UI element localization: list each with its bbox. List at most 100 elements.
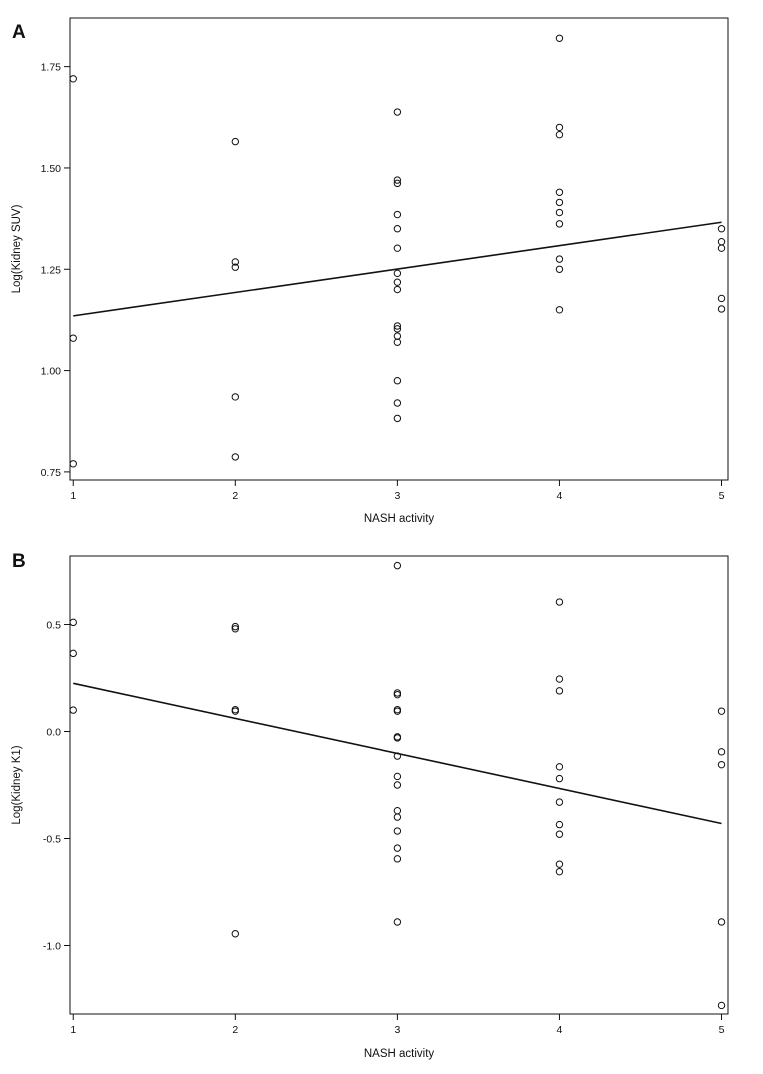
panel-a-data-point: [555, 34, 564, 42]
panel-b-data-point: [393, 844, 402, 852]
panel-b-data-point: [69, 706, 77, 714]
panel-b-data-point: [555, 820, 564, 829]
panel-b-data-point: [393, 781, 402, 789]
panel-a-y-tick-label: 1.25: [41, 264, 62, 276]
panel-b-data-point: [69, 618, 77, 627]
panel-a-data-point: [393, 332, 402, 340]
panel-a-data-point: [555, 131, 564, 139]
panel-b-x-axis-title: NASH activity: [364, 1048, 435, 1060]
panel-b-y-axis-title: Log(Kidney K1): [11, 745, 23, 824]
panel-a-data-point: [393, 377, 402, 385]
panel-b-data-point: [393, 813, 402, 821]
panel-b-data-point: [393, 707, 402, 715]
panel-a-data-point: [393, 269, 402, 278]
panel-b-plot-frame: [69, 555, 729, 1015]
panel-a-data-point: [555, 255, 564, 263]
panel-b-x-tick-label: 1: [70, 1024, 76, 1036]
panel-b: B 1 2 3 4 5 -1.0 -0.5 0.0 0.5 NASH activity Log…: [11, 551, 729, 1060]
panel-b-y-axis: -1.0 -0.5 0.0 0.5: [43, 619, 70, 953]
panel-b-data-point: [393, 734, 402, 742]
panel-a-y-tick-label: 1.00: [41, 366, 62, 378]
panel-b-data-point: [555, 598, 564, 606]
panel-a-data-point: [231, 263, 240, 271]
panel-b-data-point: [555, 774, 564, 783]
panel-a-x-axis: 1 2 3 4 5: [70, 480, 725, 502]
panel-a-data-point: [69, 75, 77, 83]
panel-b-data-point: [717, 748, 726, 756]
panel-a: A 1 2 3 4 5 0.75 1.00 1.25 1.50 1.75 NASH activi…: [11, 17, 729, 525]
panel-a-data-point: [231, 258, 240, 266]
panel-a-data-point: [717, 294, 726, 303]
panel-a-data-point: [393, 176, 402, 184]
panel-b-x-tick-label: 2: [232, 1024, 238, 1036]
panel-a-data-point: [555, 188, 564, 196]
panel-a-data-point: [231, 137, 240, 146]
panel-b-data-point: [393, 690, 402, 699]
panel-a-label: A: [12, 22, 26, 43]
panel-a-x-tick-label: 4: [557, 490, 563, 502]
panel-b-x-axis: 1 2 3 4 5: [70, 1014, 725, 1036]
panel-b-data-point: [555, 798, 564, 806]
panel-b-label: B: [12, 551, 26, 572]
panel-b-data-point: [393, 806, 402, 815]
panel-b-y-tick-label: -1.0: [43, 941, 61, 953]
panel-b-data-point: [393, 705, 402, 714]
panel-a-data-point: [393, 244, 402, 252]
panel-b-data-point: [555, 867, 564, 876]
panel-a-x-axis-title: NASH activity: [364, 513, 435, 525]
panel-a-data-point: [555, 220, 564, 228]
panel-a-data-point: [393, 210, 402, 219]
panel-b-data-point: [555, 860, 564, 868]
panel-a-data-point: [393, 322, 402, 330]
panel-b-x-tick-label: 4: [557, 1024, 563, 1036]
panel-a-y-tick-label: 0.75: [41, 467, 62, 479]
panel-a-fit: [73, 221, 722, 317]
panel-a-data-point: [717, 238, 726, 246]
panel-a-data-point: [69, 460, 77, 468]
panel-a-y-axis: 0.75 1.00 1.25 1.50 1.75: [41, 62, 70, 479]
panel-b-data-point: [231, 707, 240, 715]
panel-a-y-tick-label: 1.75: [41, 62, 62, 74]
panel-b-data-point: [717, 707, 726, 715]
panel-b-data-point: [717, 918, 726, 926]
panel-b-data-point: [555, 687, 564, 695]
panel-b-data-point: [393, 855, 402, 863]
panel-b-data-point: [555, 675, 564, 683]
panel-a-data-point: [717, 244, 726, 252]
panel-b-data-point: [393, 772, 402, 781]
panel-a-points: [69, 34, 726, 468]
panel-a-x-tick-label: 2: [232, 490, 238, 502]
panel-b-data-point: [555, 830, 564, 838]
panel-a-data-point: [231, 393, 240, 401]
panel-b-data-point: [717, 1001, 726, 1010]
panel-b-data-point: [231, 622, 240, 631]
panel-a-data-point: [393, 414, 402, 423]
panel-a-data-point: [555, 265, 564, 273]
panel-a-data-point: [555, 208, 564, 217]
panel-b-data-point: [717, 760, 726, 769]
panel-a-data-point: [555, 198, 564, 207]
panel-a-data-point: [231, 453, 240, 461]
panel-b-fit: [73, 682, 722, 825]
panel-b-x-tick-label: 3: [394, 1024, 400, 1036]
panel-a-y-tick-label: 1.50: [41, 163, 62, 175]
panel-b-data-point: [393, 561, 402, 570]
panel-a-data-point: [717, 305, 726, 313]
panel-a-data-point: [393, 179, 402, 188]
panel-a-data-point: [393, 399, 402, 407]
panel-b-data-point: [555, 763, 564, 771]
panel-b-y-tick-label: 0.5: [46, 619, 61, 631]
panel-b-data-point: [393, 918, 402, 926]
panel-a-data-point: [393, 285, 402, 294]
panel-a-data-point: [393, 108, 402, 116]
panel-b-data-point: [231, 705, 240, 714]
panel-a-y-axis-title: Log(Kidney SUV): [11, 204, 23, 293]
panel-b-data-point: [231, 625, 240, 633]
panel-a-regression-line: [73, 221, 722, 317]
panel-a-x-tick-label: 5: [719, 490, 725, 502]
panel-b-x-tick-label: 5: [719, 1024, 725, 1036]
panel-b-y-tick-label: 0.0: [46, 726, 61, 738]
panel-b-points: [69, 561, 726, 1010]
panel-b-data-point: [69, 649, 77, 658]
